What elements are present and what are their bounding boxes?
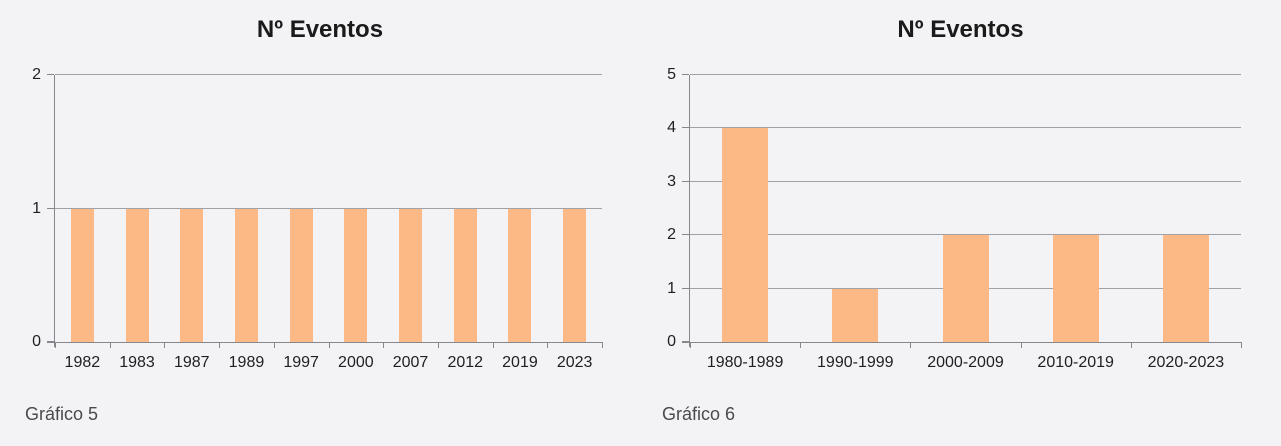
x-tick-label: 1997 [283, 354, 319, 371]
y-axis-tick [682, 127, 689, 129]
x-tick-label: 1980-1989 [706, 354, 784, 371]
x-tick-label: 2007 [392, 354, 429, 371]
chart-title: Nº Eventos [897, 16, 1024, 43]
x-tick-label: 2019 [502, 354, 538, 371]
y-tick-label: 0 [32, 333, 41, 350]
gridline [55, 207, 602, 209]
x-tick-label: 2020-2023 [1147, 354, 1225, 371]
x-axis-tick [164, 342, 165, 348]
bar [344, 208, 368, 342]
y-axis-tick [47, 74, 54, 75]
y-tick-label: 1 [32, 199, 41, 217]
x-axis-tick [55, 342, 56, 348]
bar [508, 208, 532, 342]
y-tick-label: 3 [667, 172, 676, 190]
y-tick-label: 2 [32, 66, 41, 83]
y-axis-tick [682, 180, 689, 182]
y-tick-label: 0 [667, 333, 676, 350]
y-axis-tick [47, 341, 54, 342]
x-axis-tick [1131, 342, 1132, 348]
x-axis-tick [383, 342, 384, 348]
x-axis-tick [800, 342, 801, 348]
chart-caption: Gráfico 5 [25, 404, 99, 424]
gridline [690, 180, 1241, 182]
chart-title: Nº Eventos [256, 16, 384, 43]
x-axis [47, 342, 602, 343]
x-tick-label: 2000 [338, 354, 374, 371]
x-axis-tick [219, 342, 220, 348]
bar [70, 208, 94, 342]
x-axis-tick [690, 342, 691, 348]
x-tick-label: 2012 [447, 354, 484, 371]
y-tick-label: 4 [667, 119, 676, 137]
plot-area [47, 74, 603, 348]
y-axis-tick [682, 287, 689, 289]
x-axis-tick [329, 342, 330, 348]
x-axis-tick [547, 342, 548, 348]
gridline [690, 74, 1241, 75]
y-tick-label: 2 [667, 226, 676, 244]
bar [1162, 235, 1209, 342]
bar [180, 208, 204, 342]
y-tick-label: 1 [667, 279, 676, 297]
bar [453, 208, 477, 342]
x-axis-tick [1241, 342, 1242, 348]
y-axis-tick [47, 207, 54, 209]
bar [125, 208, 149, 342]
x-axis-tick [910, 342, 911, 348]
y-tick-label: 5 [667, 66, 676, 83]
x-tick-label: 2000-2009 [927, 354, 1004, 371]
x-tick-label: 1982 [64, 354, 101, 371]
plot-area [682, 74, 1242, 348]
y-axis-tick [682, 74, 689, 75]
y-axis-tick [682, 234, 689, 236]
gridline [55, 74, 602, 75]
chart-panel-left: Nº Eventos Gráfico 5 0 1 2 1982 1983 1987 1989… [0, 0, 640, 446]
x-tick-label: 1990-1999 [817, 354, 894, 371]
bar [722, 128, 769, 342]
bar [289, 208, 313, 342]
bar [942, 235, 989, 342]
chart-panel-right: Nº Eventos Gráfico 6 0 1 2 3 4 5 1980-1989 1990… [640, 0, 1281, 446]
y-axis-tick [682, 341, 689, 342]
x-tick-label: 1989 [228, 354, 265, 371]
y-axis [689, 75, 690, 347]
x-axis [682, 342, 1241, 343]
x-axis-tick [438, 342, 439, 348]
x-tick-label: 1983 [119, 354, 155, 371]
bar [563, 208, 587, 342]
x-tick-label: 2023 [556, 354, 593, 371]
x-axis-tick [602, 342, 603, 348]
gridline [690, 127, 1241, 129]
y-axis [54, 75, 55, 347]
x-axis-tick [274, 342, 275, 348]
bar [1052, 235, 1099, 342]
gridline [690, 234, 1241, 236]
x-tick-label: 2010-2019 [1037, 354, 1114, 371]
x-axis-tick [110, 342, 111, 348]
x-axis-tick [493, 342, 494, 348]
chart-caption: Gráfico 6 [662, 404, 736, 424]
bar [399, 208, 423, 342]
x-axis-tick [1021, 342, 1022, 348]
x-tick-label: 1987 [173, 354, 210, 371]
bar [832, 288, 879, 342]
bar [234, 208, 258, 342]
